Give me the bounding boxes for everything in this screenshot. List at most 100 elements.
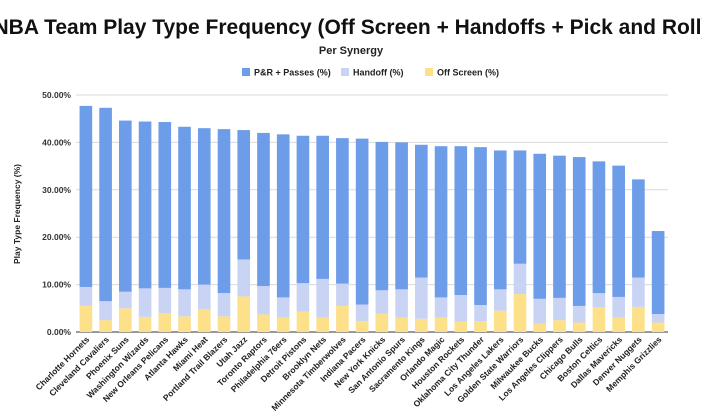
- legend-swatch-off-screen: [425, 68, 433, 76]
- bar-segment-p-r-passes: [296, 135, 310, 284]
- bar-segment-handoff: [237, 259, 251, 297]
- bar-segment-p-r-passes: [119, 120, 132, 292]
- bar-segment-p-r-passes: [454, 146, 468, 296]
- bar-segment-handoff: [178, 289, 191, 317]
- bar-segment-handoff: [415, 277, 428, 319]
- bar-segment-off-screen: [217, 316, 231, 332]
- bar-segment-off-screen: [415, 318, 428, 332]
- y-tick-label: 0.00%: [47, 327, 72, 337]
- legend-swatch-p-r-passes: [242, 68, 250, 76]
- bar-segment-off-screen: [138, 316, 152, 332]
- legend-label-handoff: Handoff (%): [353, 68, 404, 78]
- bar-segment-p-r-passes: [434, 146, 448, 298]
- bar-segment-off-screen: [493, 310, 507, 332]
- bar-segment-p-r-passes: [493, 150, 507, 290]
- bar-segment-off-screen: [474, 321, 487, 332]
- bar-segment-p-r-passes: [553, 155, 566, 298]
- y-tick-label: 50.00%: [42, 90, 71, 100]
- bar-segment-handoff: [592, 293, 606, 308]
- bar-segment-p-r-passes: [632, 179, 645, 278]
- bar-segment-p-r-passes: [178, 126, 191, 290]
- y-tick-label: 10.00%: [42, 280, 71, 290]
- bar-segment-p-r-passes: [79, 105, 93, 287]
- bar-segment-handoff: [651, 313, 665, 323]
- bar-segment-off-screen: [316, 317, 329, 332]
- chart-title: NBA Team Play Type Frequency (Off Screen…: [0, 16, 702, 39]
- bar-segment-off-screen: [257, 314, 270, 332]
- bar-segment-p-r-passes: [572, 157, 586, 306]
- bar-segment-handoff: [355, 304, 369, 322]
- bar-segment-handoff: [158, 287, 172, 314]
- legend-swatch-handoff: [341, 68, 349, 76]
- y-tick-label: 30.00%: [42, 185, 71, 195]
- bar-segment-off-screen: [454, 321, 468, 332]
- legend-label-off-screen: Off Screen (%): [437, 68, 499, 78]
- bar-segment-p-r-passes: [99, 107, 112, 302]
- bar-segment-p-r-passes: [197, 128, 211, 285]
- bar-segment-off-screen: [119, 308, 132, 332]
- bar-segment-handoff: [454, 295, 468, 322]
- bar-segment-off-screen: [632, 306, 645, 332]
- bar-segment-p-r-passes: [395, 142, 408, 290]
- bar-segment-off-screen: [651, 322, 665, 332]
- bar-segment-handoff: [336, 283, 349, 306]
- bar-segment-handoff: [257, 286, 270, 315]
- bar-segment-p-r-passes: [474, 147, 487, 305]
- bar-segment-handoff: [395, 289, 408, 318]
- bar-segment-handoff: [493, 289, 507, 311]
- bar-segment-off-screen: [276, 317, 290, 332]
- bar-segment-off-screen: [592, 307, 606, 332]
- y-tick-label: 20.00%: [42, 232, 71, 242]
- bar-segment-handoff: [612, 296, 625, 318]
- bar-segment-handoff: [316, 278, 329, 318]
- bar-segment-handoff: [276, 297, 290, 318]
- bar-segment-off-screen: [572, 322, 586, 332]
- bar-segment-p-r-passes: [415, 144, 428, 278]
- y-axis-ticks: 0.00% 10.00% 20.00% 30.00% 40.00% 50.00%: [42, 90, 71, 337]
- bar-segment-p-r-passes: [375, 141, 389, 291]
- bar-segment-off-screen: [99, 320, 112, 332]
- bar-segment-p-r-passes: [612, 165, 625, 297]
- bar-segment-p-r-passes: [533, 153, 547, 299]
- bar-segment-handoff: [197, 284, 211, 310]
- bar-segment-off-screen: [336, 305, 349, 332]
- bar-segment-p-r-passes: [276, 134, 290, 298]
- bar-segment-p-r-passes: [651, 231, 665, 314]
- bar-segment-handoff: [138, 288, 152, 317]
- bar-segment-handoff: [375, 290, 389, 314]
- bar-segment-off-screen: [553, 320, 566, 332]
- bar-segment-off-screen: [375, 313, 389, 332]
- bar-segment-p-r-passes: [513, 150, 527, 264]
- bar-segment-p-r-passes: [217, 129, 231, 294]
- bar-segment-off-screen: [79, 305, 93, 332]
- bar-segment-handoff: [434, 297, 448, 318]
- bar-segment-off-screen: [612, 317, 625, 332]
- bar-segment-handoff: [513, 263, 527, 295]
- bar-segment-off-screen: [395, 317, 408, 332]
- legend: P&R + Passes (%) Handoff (%) Off Screen (%…: [242, 68, 499, 78]
- bar-segment-handoff: [296, 283, 310, 312]
- bar-segment-p-r-passes: [336, 138, 349, 284]
- bar-segment-off-screen: [533, 323, 547, 332]
- bar-segment-off-screen: [513, 294, 527, 332]
- bar-segment-handoff: [533, 298, 547, 324]
- bar-segment-handoff: [79, 286, 93, 306]
- bar-segment-off-screen: [355, 321, 369, 332]
- bar-segment-off-screen: [158, 313, 172, 332]
- legend-label-p-r-passes: P&R + Passes (%): [254, 68, 331, 78]
- bar-segment-p-r-passes: [138, 121, 152, 289]
- bar-segment-off-screen: [296, 311, 310, 332]
- bar-segment-p-r-passes: [257, 132, 270, 287]
- bar-segment-handoff: [119, 291, 132, 309]
- bar-segment-handoff: [99, 301, 112, 321]
- bar-segment-off-screen: [237, 296, 251, 332]
- bar-segment-off-screen: [197, 309, 211, 332]
- bar-segment-handoff: [553, 297, 566, 321]
- bar-segment-handoff: [217, 293, 231, 317]
- bar-segment-p-r-passes: [316, 135, 329, 279]
- bar-segment-handoff: [632, 277, 645, 307]
- bar-segment-handoff: [572, 305, 586, 323]
- bar-segment-p-r-passes: [355, 138, 369, 305]
